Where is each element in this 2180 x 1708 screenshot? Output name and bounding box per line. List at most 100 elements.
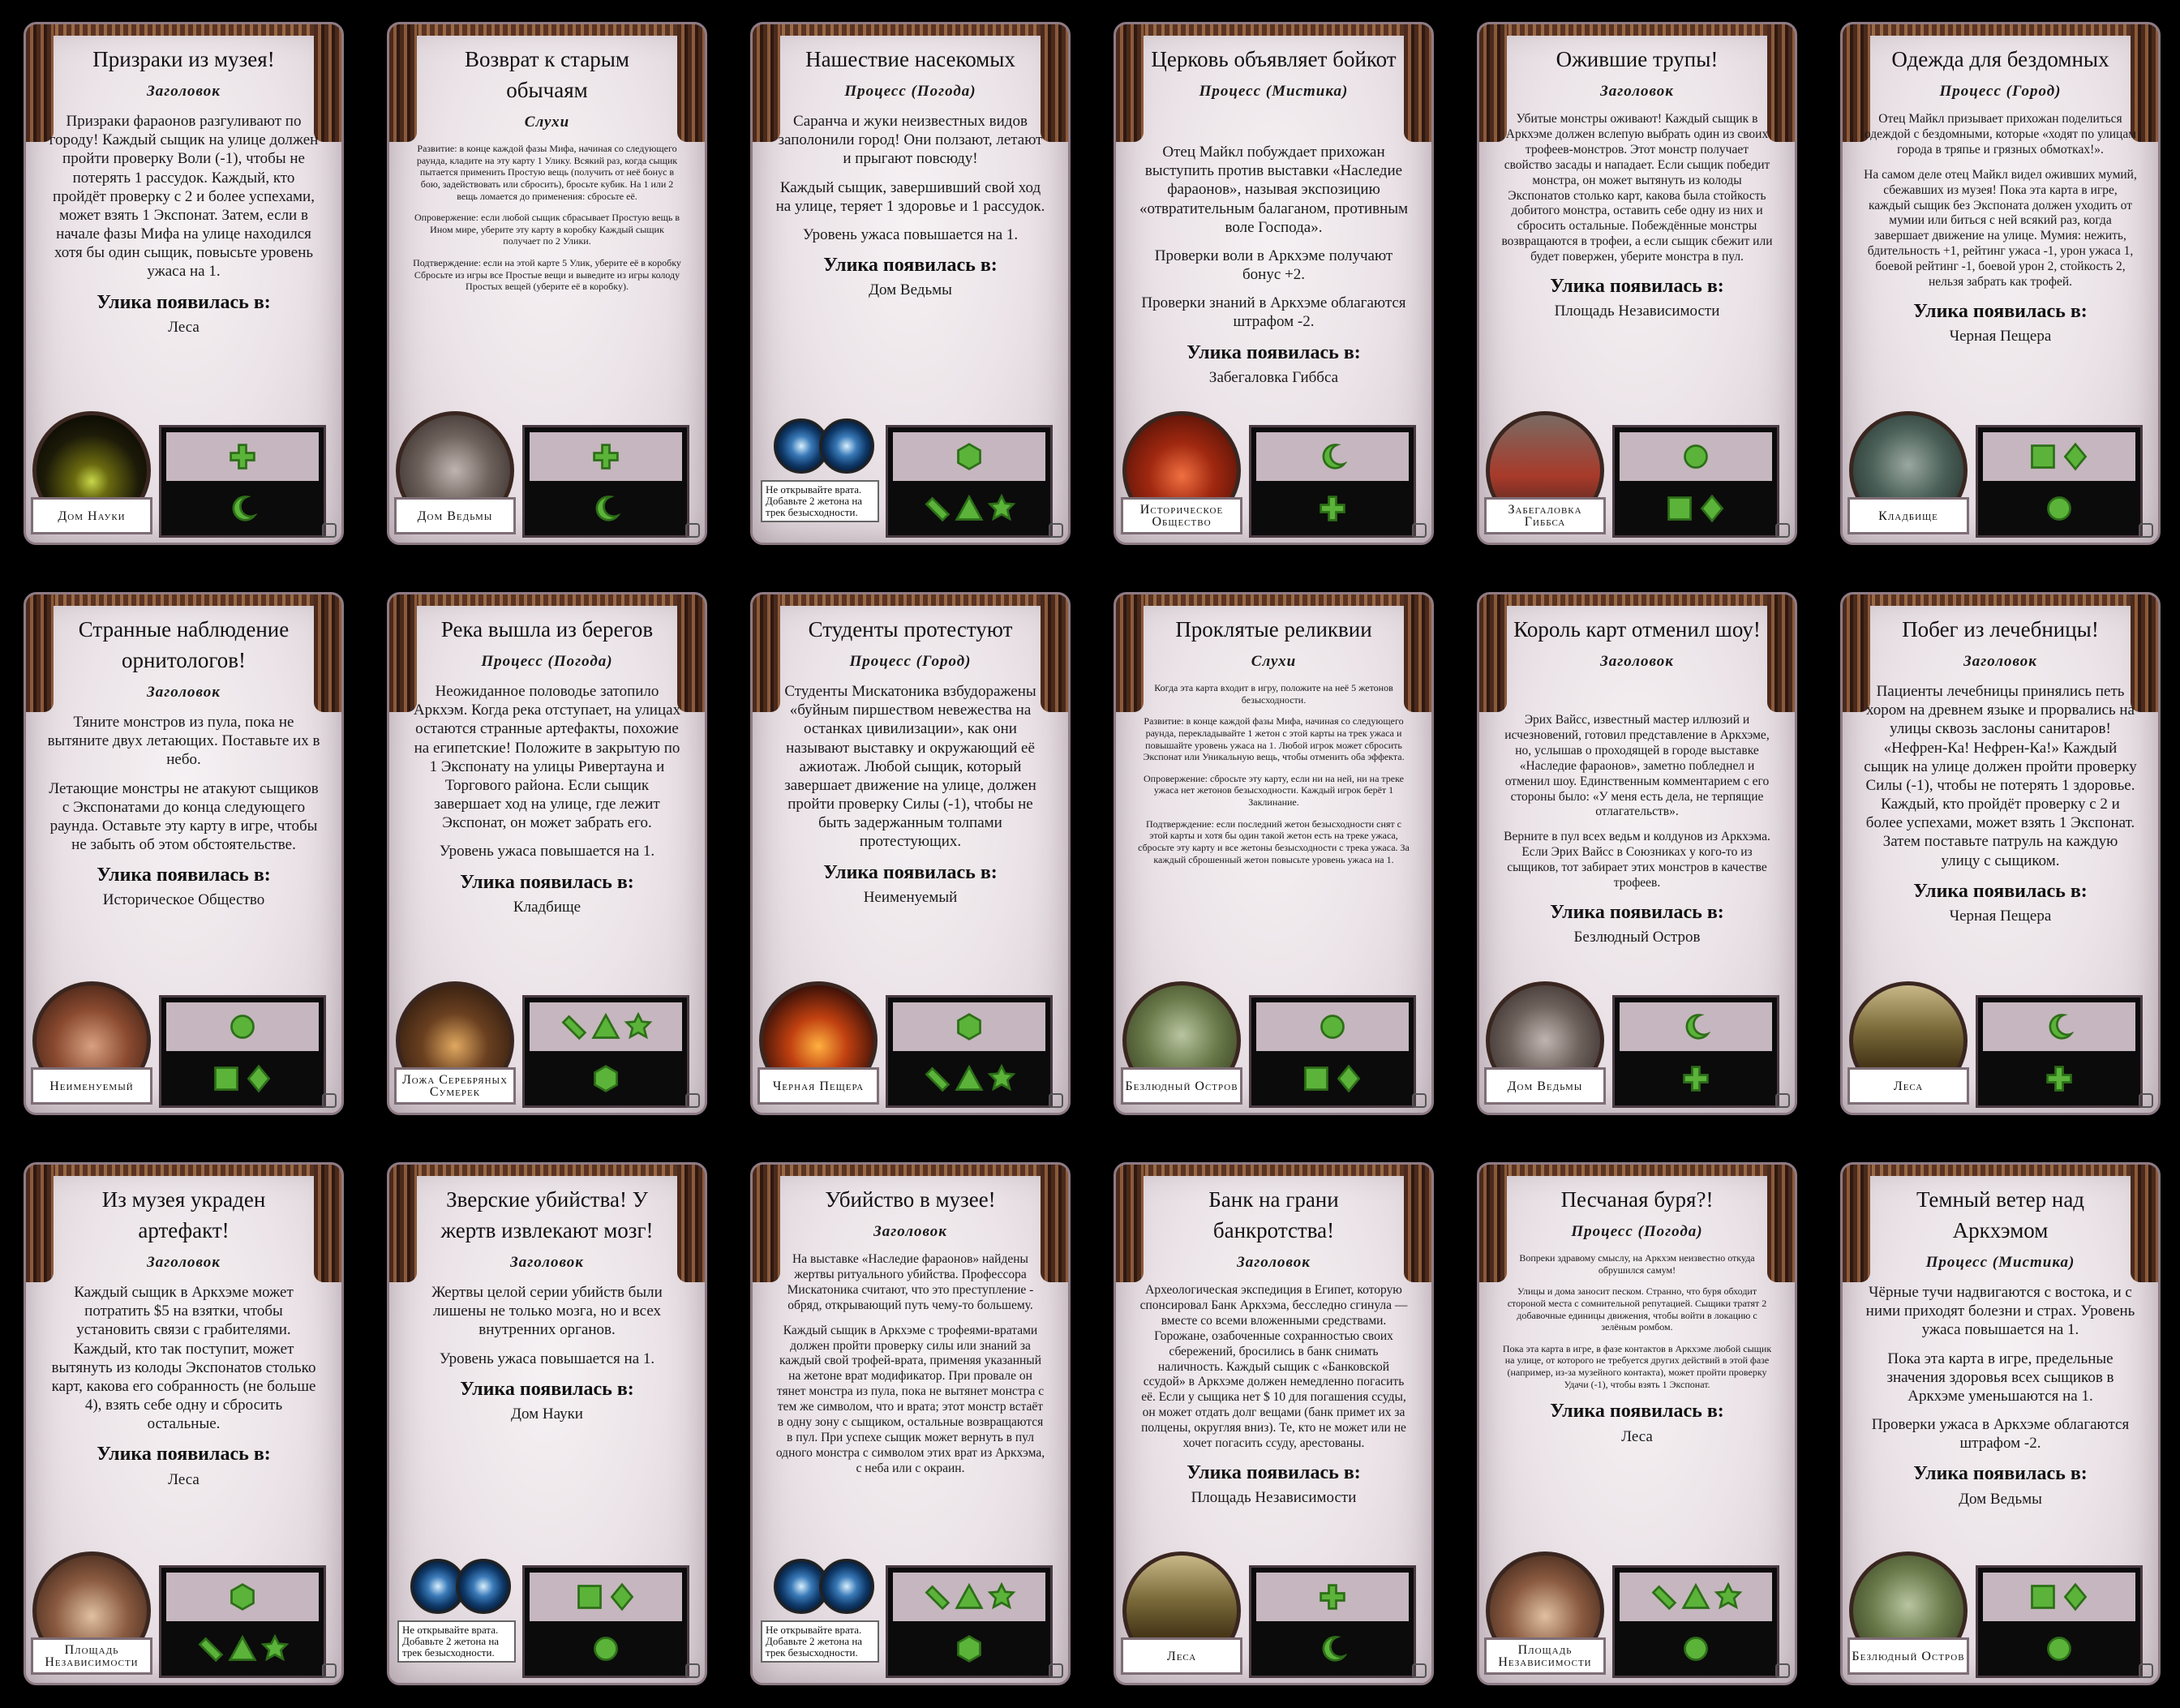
- white-dimension-row: [166, 432, 319, 481]
- star-icon: [260, 1633, 290, 1663]
- card-body: Неожиданное половодье затопило Аркхэм. К…: [410, 682, 684, 916]
- location-label: Площадь Независимости: [1484, 1637, 1606, 1675]
- card-title: Нашествие насекомых Процесс (Погода): [785, 44, 1036, 107]
- card-body-paragraph: Каждый сыщик в Аркхэме с трофеями-вратам…: [775, 1323, 1045, 1475]
- card-subtitle: Процесс (Погода): [844, 83, 976, 100]
- moon-icon: [1318, 442, 1348, 471]
- card-body: Убитые монстры оживают! Каждый сыщик в А…: [1500, 112, 1774, 321]
- card-title-text: Студенты протестуют: [808, 617, 1013, 642]
- card-frame-left: [1843, 1165, 1870, 1282]
- card-frame-left: [389, 24, 417, 142]
- location-label: Безлюдный Остров: [1847, 1637, 1969, 1675]
- expansion-icon: [322, 523, 337, 538]
- mythos-card[interactable]: Ожившие трупы! Заголовок Убитые монстры …: [1477, 22, 1797, 545]
- diamond-icon: [244, 1064, 273, 1093]
- square-icon: [575, 1582, 604, 1611]
- card-title-text: Одежда для бездомных: [1891, 47, 2109, 71]
- location-label: Дом Ведьмы: [1484, 1067, 1606, 1105]
- card-title-text: Призраки из музея!: [92, 47, 275, 71]
- clue-location: Площадь Независимости: [1554, 303, 1720, 320]
- expansion-icon: [2139, 523, 2153, 538]
- hexagon-icon: [955, 442, 984, 471]
- star-icon: [987, 1063, 1016, 1093]
- card-frame-right: [1041, 594, 1068, 712]
- card-frame-left: [753, 1165, 780, 1282]
- card-frame-top: [1843, 594, 2158, 606]
- expansion-icon: [685, 1093, 700, 1108]
- black-dimension-row: [1620, 1626, 1772, 1671]
- card-subtitle: Заголовок: [147, 1254, 221, 1271]
- card-body: Археологическая экспедиция в Египет, кот…: [1137, 1283, 1410, 1507]
- black-dimension-row: [1983, 486, 2135, 530]
- mythos-card[interactable]: Зверские убийства! У жертв извлекают моз…: [387, 1162, 707, 1685]
- black-dimension-row: [1256, 486, 1409, 530]
- square-icon: [2028, 1582, 2058, 1611]
- movement-panel: [886, 1565, 1053, 1678]
- mythos-card[interactable]: Церковь объявляет бойкот Процесс (Мистик…: [1114, 22, 1434, 545]
- mythos-card[interactable]: Странные наблюдение орнитологов! Заголов…: [24, 592, 344, 1115]
- star-icon: [624, 1011, 653, 1041]
- card-title-text: Побег из лечебницы!: [1902, 617, 2099, 642]
- card-body-paragraph: Чёрные тучи надвигаются с востока, и с н…: [1865, 1284, 2135, 1339]
- card-body: Когда эта карта входит в игру, положите …: [1137, 682, 1410, 875]
- card-body: Тяните монстров из пула, пока не вытянит…: [47, 713, 320, 910]
- card-body-paragraph: Тяните монстров из пула, пока не вытянит…: [47, 714, 320, 769]
- clue-heading: Улика появилась в:: [460, 871, 634, 893]
- card-body-paragraph: Пока эта карта в игре, предельные значен…: [1886, 1350, 2114, 1405]
- black-dimension-row: [1256, 1056, 1409, 1101]
- mythos-card[interactable]: Призраки из музея! Заголовок Призраки фа…: [24, 22, 344, 545]
- mythos-card[interactable]: Из музея украден артефакт! Заголовок Каж…: [24, 1162, 344, 1685]
- movement-panel: [886, 425, 1053, 538]
- card-body-paragraph: Летающие монстры не атакуют сыщиков с Эк…: [49, 779, 319, 854]
- mythos-card[interactable]: Темный ветер над Аркхэмом Процесс (Мисти…: [1840, 1162, 2161, 1685]
- gate-note: Не открывайте врата. Добавьте 2 жетона н…: [397, 1620, 516, 1663]
- clue-location: Дом Ведьмы: [1959, 1490, 2042, 1508]
- mythos-card[interactable]: Побег из лечебницы! Заголовок Пациенты л…: [1840, 592, 2161, 1115]
- card-frame-top: [1116, 24, 1431, 36]
- mythos-card[interactable]: Проклятые реликвии Слухи Когда эта карта…: [1114, 592, 1434, 1115]
- gate-token-icon: [819, 418, 874, 474]
- location-label: Леса: [1121, 1637, 1242, 1675]
- mythos-card[interactable]: Убийство в музее! Заголовок На выставке …: [750, 1162, 1071, 1685]
- card-frame-right: [1404, 24, 1431, 142]
- clue-heading: Улика появилась в:: [1550, 1401, 1724, 1423]
- card-body-paragraph: На самом деле отец Майкл видел оживших м…: [1864, 167, 2137, 290]
- expansion-icon: [1049, 1093, 1063, 1108]
- location-label: Забегаловка Гиббса: [1484, 497, 1606, 534]
- card-title: Возврат к старым обычаям Слухи: [422, 44, 672, 138]
- black-dimension-row: [166, 1056, 319, 1101]
- card-body-paragraph: Подтверждение: если последний жетон безы…: [1138, 818, 1410, 865]
- expansion-icon: [322, 1663, 337, 1678]
- mythos-card[interactable]: Студенты протестуют Процесс (Город) Студ…: [750, 592, 1071, 1115]
- card-subtitle: Слухи: [1251, 653, 1297, 670]
- card-body: Чёрные тучи надвигаются с востока, и с н…: [1864, 1283, 2137, 1508]
- triangle-icon: [955, 1582, 984, 1611]
- mythos-card[interactable]: Банк на грани банкротства! Заголовок Арх…: [1114, 1162, 1434, 1685]
- black-dimension-row: [893, 486, 1045, 530]
- location-label: Неименуемый: [31, 1067, 152, 1105]
- card-title-text: Зверские убийства! У жертв извлекают моз…: [440, 1187, 654, 1242]
- star-icon: [987, 493, 1016, 523]
- mythos-card[interactable]: Король карт отменил шоу! Заголовок Эрих …: [1477, 592, 1797, 1115]
- moon-icon: [228, 494, 258, 523]
- black-dimension-row: [166, 486, 319, 530]
- card-subtitle: Процесс (Город): [1939, 83, 2062, 100]
- expansion-icon: [1775, 523, 1790, 538]
- mythos-card[interactable]: Возврат к старым обычаям Слухи Развитие:…: [387, 22, 707, 545]
- movement-panel: [1249, 995, 1416, 1108]
- card-body: Эрих Вайсс, известный мастер иллюзий и и…: [1500, 713, 1774, 946]
- mythos-card[interactable]: Река вышла из берегов Процесс (Погода) Н…: [387, 592, 707, 1115]
- mythos-card[interactable]: Одежда для бездомных Процесс (Город) Оте…: [1840, 22, 2161, 545]
- card-body-paragraph: Улицы и дома заносит песком. Странно, чт…: [1507, 1285, 1767, 1333]
- clue-heading: Улика появилась в:: [1913, 1463, 2088, 1485]
- mythos-card[interactable]: Песчаная буря?! Процесс (Погода) Вопреки…: [1477, 1162, 1797, 1685]
- white-dimension-row: [530, 432, 682, 481]
- mythos-card[interactable]: Нашествие насекомых Процесс (Погода) Сар…: [750, 22, 1071, 545]
- card-frame-top: [1479, 594, 1795, 606]
- expansion-icon: [1412, 1093, 1427, 1108]
- card-frame-right: [314, 24, 341, 142]
- white-dimension-row: [1620, 1002, 1772, 1051]
- gate-note: Не открывайте врата. Добавьте 2 жетона н…: [761, 480, 879, 522]
- white-dimension-row: [1983, 432, 2135, 481]
- card-body: Каждый сыщик в Аркхэме может потратить $…: [47, 1283, 320, 1489]
